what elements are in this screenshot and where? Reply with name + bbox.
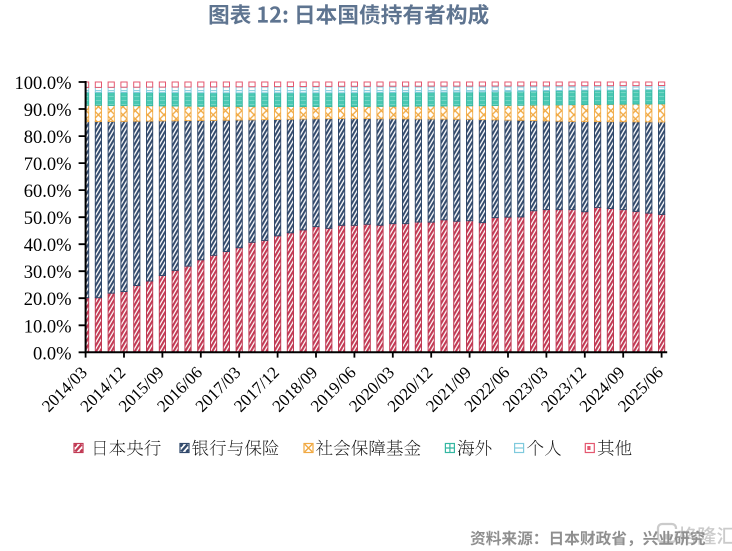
svg-text:0.0%: 0.0% [33,344,72,364]
svg-text:10.0%: 10.0% [24,317,72,337]
svg-text:90.0%: 90.0% [24,101,72,121]
svg-text:30.0%: 30.0% [24,263,72,283]
svg-text:40.0%: 40.0% [24,236,72,256]
svg-text:100.0%: 100.0% [14,74,71,94]
svg-text:50.0%: 50.0% [24,209,72,229]
svg-text:20.0%: 20.0% [24,290,72,310]
svg-text:60.0%: 60.0% [24,182,72,202]
svg-text:70.0%: 70.0% [24,155,72,175]
svg-text:80.0%: 80.0% [24,128,72,148]
